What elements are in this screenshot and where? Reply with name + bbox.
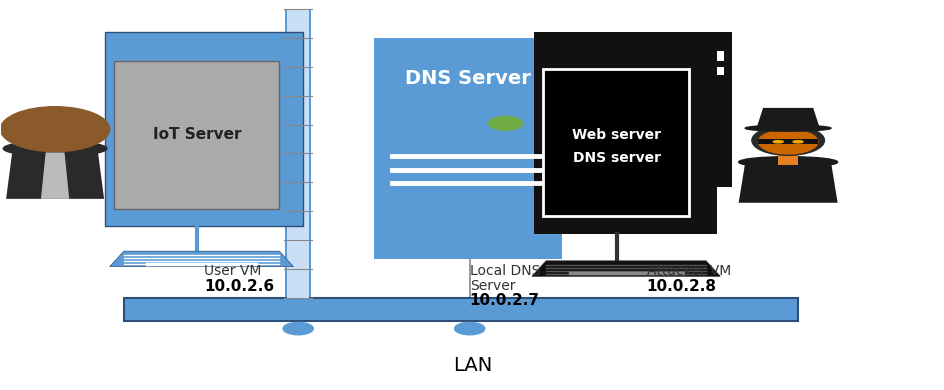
Text: LAN: LAN — [452, 356, 492, 375]
Text: 10.0.2.8: 10.0.2.8 — [646, 279, 716, 294]
Bar — [373, 38, 562, 259]
Bar — [778, 151, 797, 165]
Polygon shape — [41, 152, 69, 199]
Bar — [254, 67, 291, 75]
Text: Server: Server — [469, 278, 514, 292]
Bar — [254, 51, 291, 61]
Circle shape — [758, 129, 817, 154]
Circle shape — [0, 107, 110, 152]
Bar — [543, 69, 688, 216]
Bar — [533, 32, 716, 234]
Polygon shape — [756, 108, 819, 128]
Ellipse shape — [3, 141, 107, 156]
Bar — [114, 61, 279, 209]
Text: DNS server: DNS server — [572, 151, 660, 165]
Bar — [686, 51, 723, 61]
Circle shape — [454, 323, 484, 335]
Text: 10.0.2.7: 10.0.2.7 — [469, 293, 539, 308]
Bar — [246, 32, 298, 179]
Polygon shape — [531, 261, 719, 277]
Bar — [302, 9, 309, 298]
Bar — [287, 9, 294, 298]
Text: 10.0.2.6: 10.0.2.6 — [204, 279, 274, 294]
Bar — [679, 32, 731, 187]
Circle shape — [283, 323, 312, 335]
Bar — [292, 9, 298, 298]
Bar — [686, 67, 723, 75]
Bar — [285, 9, 312, 298]
Text: User VM: User VM — [204, 264, 261, 278]
Bar — [105, 32, 303, 226]
Ellipse shape — [738, 157, 836, 168]
Ellipse shape — [745, 125, 830, 131]
Bar — [758, 139, 817, 144]
Polygon shape — [110, 251, 294, 267]
Circle shape — [751, 126, 823, 155]
Ellipse shape — [772, 141, 783, 143]
Text: IoT Server: IoT Server — [153, 128, 242, 142]
Bar — [124, 298, 797, 321]
Circle shape — [488, 116, 522, 130]
Text: DNS Server: DNS Server — [404, 69, 531, 88]
Text: Local DNS: Local DNS — [469, 264, 539, 278]
Text: Attacker VM: Attacker VM — [646, 264, 731, 278]
Ellipse shape — [792, 141, 802, 143]
Polygon shape — [6, 149, 104, 199]
Polygon shape — [738, 162, 836, 203]
Bar — [297, 9, 304, 298]
Text: Web server: Web server — [571, 128, 661, 142]
